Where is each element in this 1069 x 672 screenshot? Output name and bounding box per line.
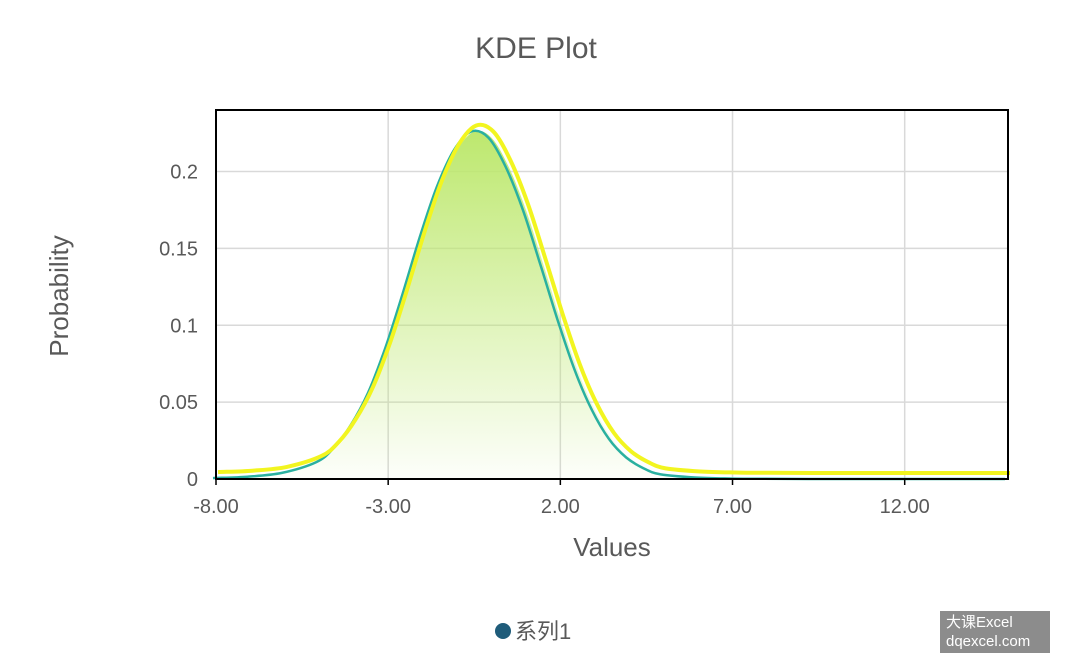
watermark-line1: 大课Excel	[946, 614, 1013, 631]
x-tick-label: -3.00	[365, 496, 411, 518]
x-tick-label: 12.00	[880, 496, 930, 518]
watermark-line2: dqexcel.com	[946, 633, 1031, 650]
y-tick-label: 0.15	[159, 238, 198, 260]
x-tick-label: 2.00	[541, 496, 580, 518]
legend-marker	[495, 623, 511, 639]
legend[interactable]: 系列1	[495, 619, 571, 644]
plot-frame	[215, 109, 1009, 480]
y-tick-label: 0.2	[170, 162, 198, 184]
kde-line	[217, 122, 1010, 476]
x-axis-ticks: -8.00 -3.00 2.00 7.00 12.00	[193, 479, 930, 518]
x-axis-title: Values	[573, 532, 651, 562]
chart-title: KDE Plot	[475, 32, 597, 65]
y-tick-label: 0.1	[170, 315, 198, 337]
y-tick-label: 0.05	[159, 392, 198, 414]
y-axis-title: Probability	[44, 235, 74, 356]
plot-area	[212, 122, 1010, 481]
y-tick-label: 0	[187, 469, 198, 491]
x-tick-label: 7.00	[713, 496, 752, 518]
grid-lines	[216, 110, 1008, 479]
x-tick-label: -8.00	[193, 496, 239, 518]
watermark-badge: 大课Excel dqexcel.com	[940, 611, 1050, 653]
legend-label: 系列1	[515, 619, 571, 644]
kde-area	[216, 130, 1008, 479]
y-axis-ticks: 0 0.05 0.1 0.15 0.2	[159, 162, 198, 492]
